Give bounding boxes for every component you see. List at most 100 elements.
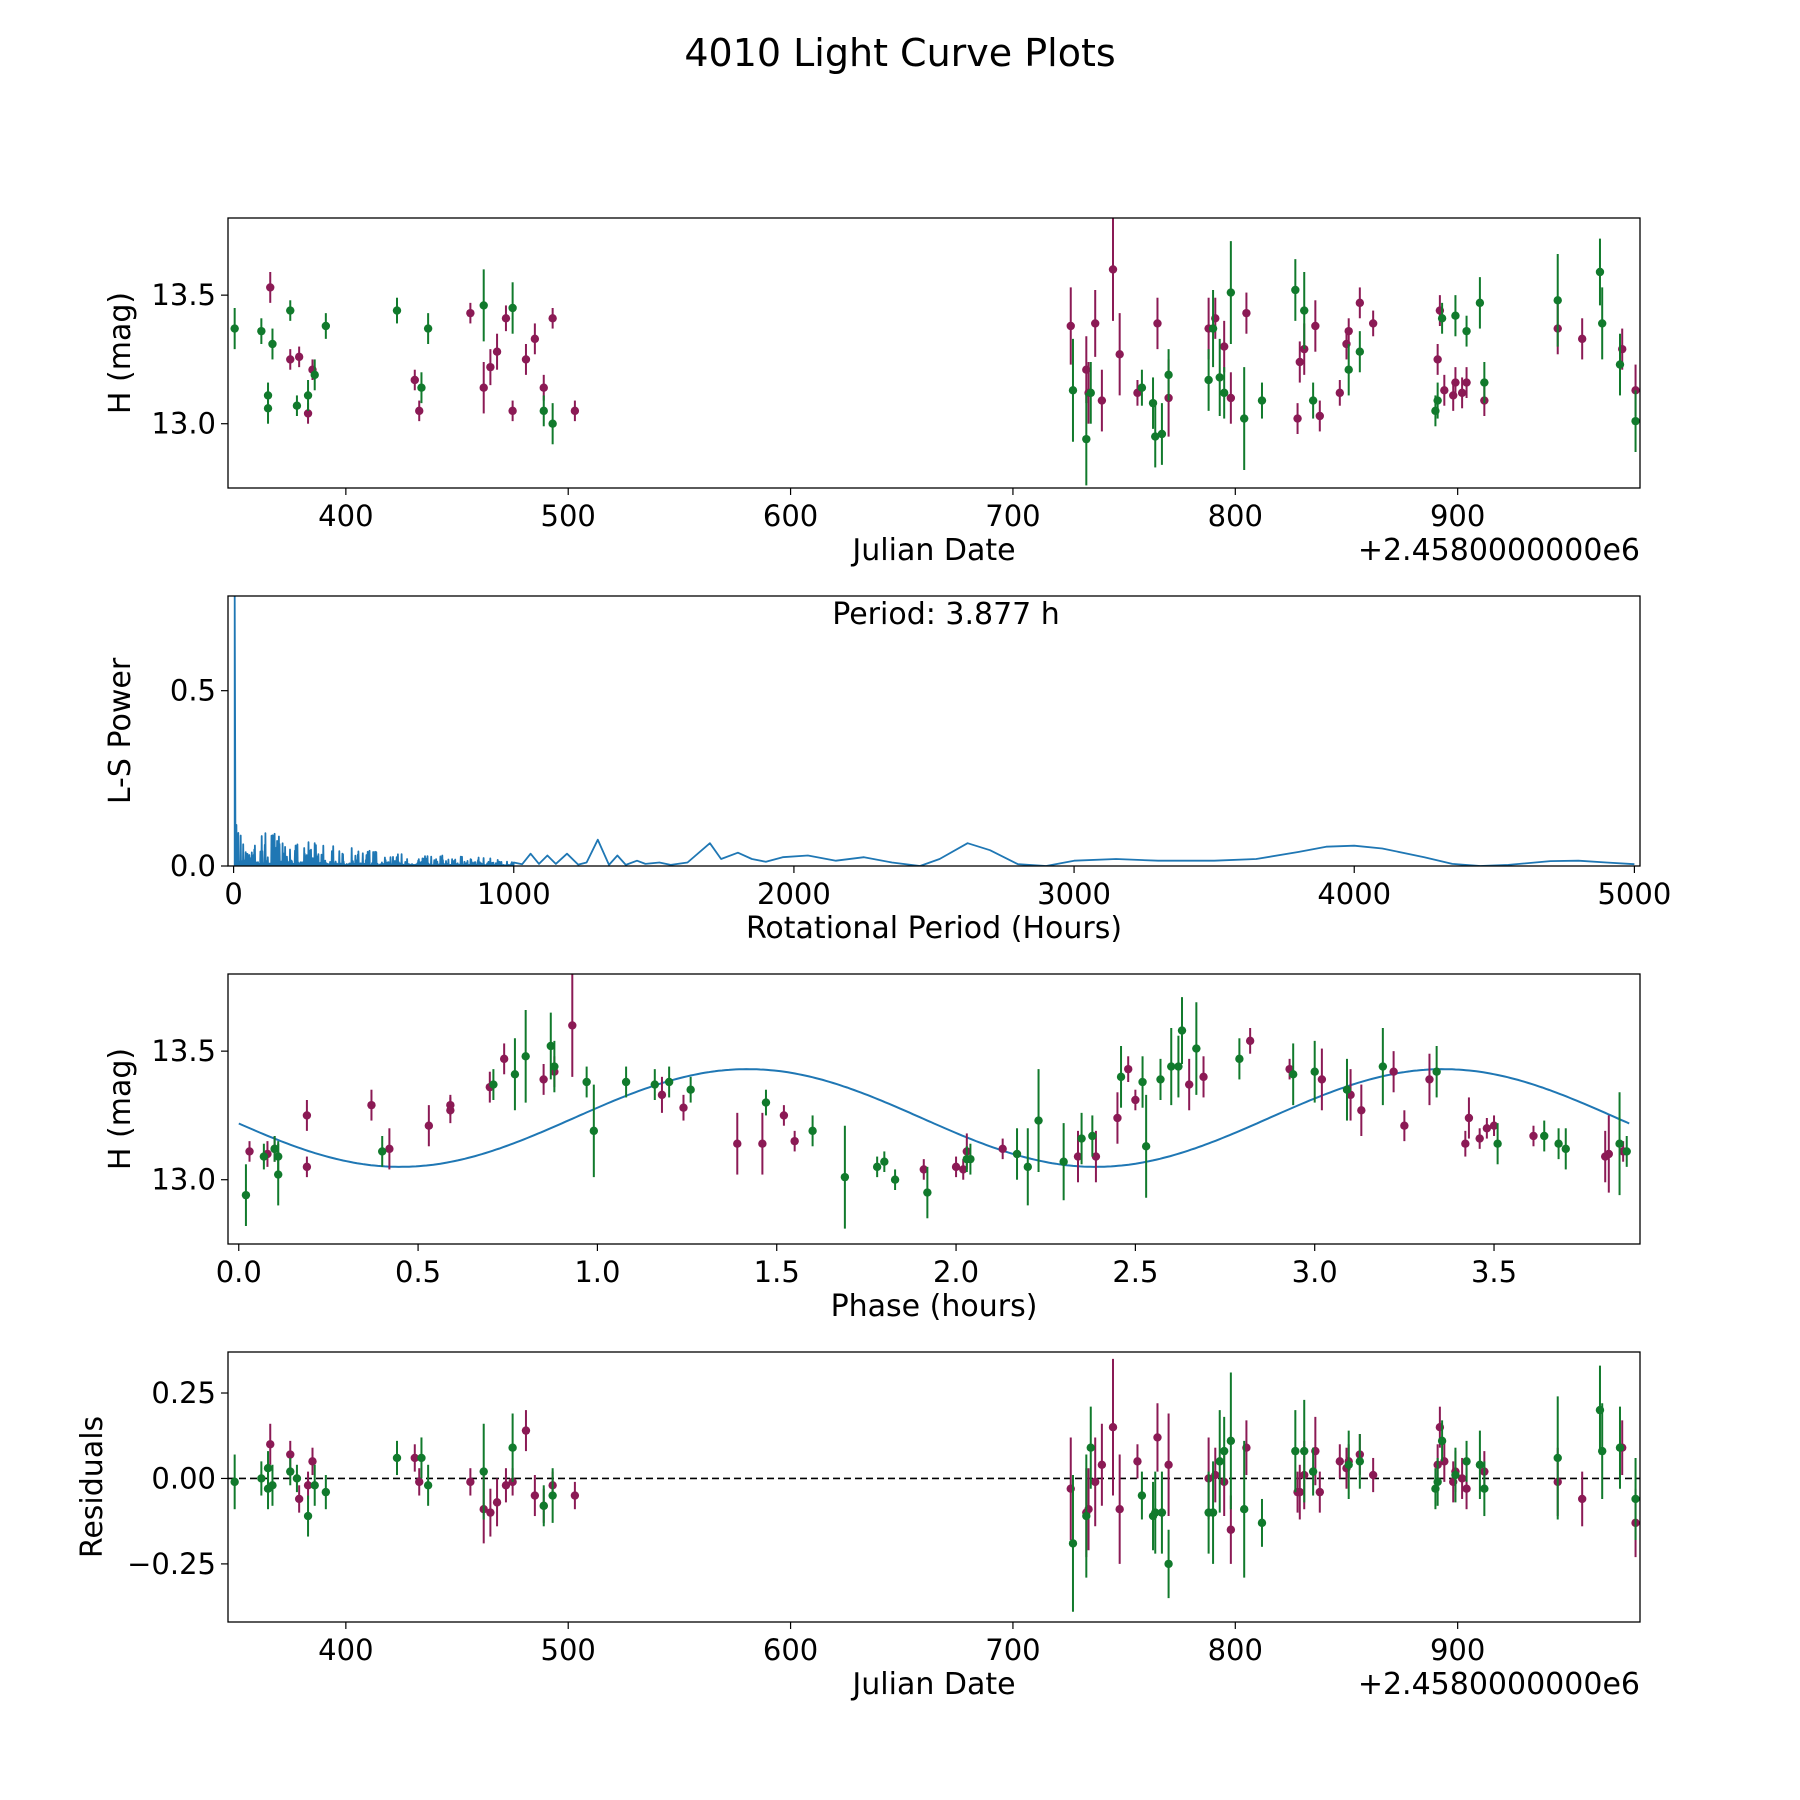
lightcurve-point-magenta bbox=[1457, 388, 1467, 398]
lightcurve-point-green bbox=[1475, 298, 1485, 308]
residuals-point-green bbox=[1164, 1559, 1173, 1569]
periodogram-ytick-label: 0.0 bbox=[170, 849, 216, 883]
phased-point-magenta bbox=[1389, 1067, 1398, 1076]
residuals-point-green bbox=[1597, 1446, 1607, 1456]
residuals-point-magenta bbox=[1368, 1470, 1378, 1480]
phased-point-magenta bbox=[790, 1136, 799, 1146]
periodogram-xtick-label: 1000 bbox=[477, 877, 551, 911]
lightcurve-point-magenta bbox=[1451, 378, 1460, 387]
lightcurve-point-green bbox=[417, 383, 426, 392]
lightcurve-point-magenta bbox=[486, 362, 495, 372]
periodogram-frame bbox=[227, 595, 1641, 867]
residuals-point-magenta bbox=[570, 1491, 580, 1500]
phased-point-magenta bbox=[1482, 1124, 1492, 1133]
residuals-point-magenta bbox=[508, 1477, 517, 1487]
lightcurve-point-magenta bbox=[1462, 378, 1471, 387]
phased-point-magenta bbox=[758, 1139, 767, 1148]
phased-point-green bbox=[1174, 1062, 1183, 1071]
phased-point-green bbox=[259, 1152, 269, 1161]
residuals-point-magenta bbox=[1153, 1433, 1162, 1442]
lightcurve-point-green bbox=[1615, 360, 1625, 369]
phased-point-green bbox=[1034, 1116, 1043, 1125]
figure-title: 4010 Light Curve Plots bbox=[684, 31, 1115, 75]
residuals-plot-area bbox=[228, 1358, 1640, 1612]
residuals-point-green bbox=[1433, 1477, 1442, 1487]
residuals-point-green bbox=[1437, 1436, 1447, 1446]
phased-point-magenta bbox=[1464, 1113, 1474, 1123]
residuals-point-magenta bbox=[286, 1450, 295, 1459]
phased-point-green bbox=[808, 1126, 817, 1136]
periodogram-xtick-label: 0 bbox=[224, 877, 242, 911]
lightcurve-point-green bbox=[230, 324, 239, 333]
phased-point-green bbox=[1378, 1062, 1388, 1071]
phased-point-magenta bbox=[998, 1144, 1007, 1154]
lightcurve-point-green bbox=[392, 306, 402, 315]
phased-point-green bbox=[650, 1080, 659, 1089]
residuals-point-magenta bbox=[1108, 1422, 1118, 1432]
lightcurve-ylabel: H (mag) bbox=[103, 292, 138, 414]
periodogram-xtick-label: 5000 bbox=[1597, 877, 1671, 911]
phased-xtick-label: 3.0 bbox=[1292, 1255, 1338, 1289]
lightcurve-point-green bbox=[1137, 383, 1147, 392]
residuals-point-green bbox=[230, 1477, 239, 1487]
lightcurve-point-magenta bbox=[1219, 342, 1229, 351]
phased-ytick-label: 13.0 bbox=[151, 1163, 216, 1197]
phased-point-green bbox=[880, 1157, 889, 1166]
phased-point-green bbox=[510, 1070, 520, 1079]
lightcurve-point-magenta bbox=[1091, 319, 1100, 328]
lightcurve-point-green bbox=[303, 391, 313, 400]
lightcurve-point-magenta bbox=[1226, 393, 1236, 403]
residuals-point-magenta bbox=[492, 1498, 502, 1507]
residuals-ytick-label: 0.00 bbox=[151, 1461, 216, 1495]
residuals-point-green bbox=[1239, 1505, 1249, 1514]
lightcurve-point-magenta bbox=[508, 406, 517, 416]
phased-point-green bbox=[1088, 1131, 1097, 1141]
phased-point-green bbox=[761, 1098, 771, 1107]
phased-panel: 0.0 0.5 1.0 1.5 2.0 2.5 3.0 3.5 13.0 13.5 Phase (h… bbox=[103, 973, 1641, 1324]
residuals-point-green bbox=[548, 1491, 557, 1500]
lightcurve-point-green bbox=[548, 419, 557, 428]
residuals-point-green bbox=[1137, 1491, 1147, 1500]
lightcurve-point-magenta bbox=[521, 355, 531, 364]
lightcurve-point-magenta bbox=[1242, 308, 1251, 318]
residuals-point-green bbox=[1082, 1511, 1091, 1521]
residuals-xtick-label: 700 bbox=[985, 1633, 1040, 1667]
phased-point-magenta bbox=[539, 1075, 548, 1084]
phased-point-green bbox=[1156, 1075, 1165, 1084]
lightcurve-point-magenta bbox=[1344, 326, 1353, 336]
residuals-point-green bbox=[257, 1474, 266, 1483]
lightcurve-point-green bbox=[268, 339, 277, 349]
phased-point-green bbox=[1138, 1077, 1147, 1087]
lightcurve-point-green bbox=[1355, 347, 1365, 356]
phased-point-green bbox=[1540, 1131, 1549, 1141]
periodogram-xlabel: Rotational Period (Hours) bbox=[746, 911, 1122, 946]
phased-point-magenta bbox=[1604, 1149, 1613, 1159]
phased-model-curve bbox=[238, 1068, 1630, 1168]
residuals-xlabel: Julian Date bbox=[850, 1667, 1015, 1702]
periodogram-panel: 0 1000 2000 3000 4000 5000 0.0 0.5 Rotational Pe… bbox=[103, 595, 1671, 946]
lightcurve-point-magenta bbox=[539, 383, 548, 392]
phased-point-magenta bbox=[1317, 1075, 1327, 1084]
residuals-ylabel: Residuals bbox=[75, 1416, 110, 1558]
lightcurve-point-magenta bbox=[415, 406, 424, 416]
lightcurve-point-magenta bbox=[1115, 350, 1124, 359]
lightcurve-point-magenta bbox=[410, 375, 419, 385]
phased-xlabel: Phase (hours) bbox=[831, 1289, 1038, 1324]
phased-point-magenta bbox=[1091, 1152, 1101, 1161]
residuals-panel: 400 500 600 700 800 900 −0.25 0.00 0.25 Julian Da… bbox=[75, 1351, 1641, 1702]
phased-point-magenta bbox=[679, 1103, 688, 1112]
residuals-point-green bbox=[1208, 1508, 1218, 1517]
phased-point-magenta bbox=[1425, 1075, 1434, 1084]
phased-xtick-label: 2.0 bbox=[933, 1255, 979, 1289]
phased-point-green bbox=[1116, 1072, 1126, 1082]
phased-point-green bbox=[840, 1172, 850, 1182]
phased-point-magenta bbox=[1461, 1139, 1470, 1148]
residuals-point-magenta bbox=[1457, 1474, 1467, 1483]
periodogram-period-annotation: Period: 3.877 h bbox=[832, 597, 1060, 632]
phased-point-green bbox=[1554, 1139, 1563, 1148]
residuals-point-green bbox=[1068, 1539, 1078, 1548]
lightcurve-point-magenta bbox=[1097, 396, 1107, 405]
lightcurve-point-magenta bbox=[501, 314, 511, 323]
lightcurve-point-green bbox=[1433, 396, 1442, 405]
